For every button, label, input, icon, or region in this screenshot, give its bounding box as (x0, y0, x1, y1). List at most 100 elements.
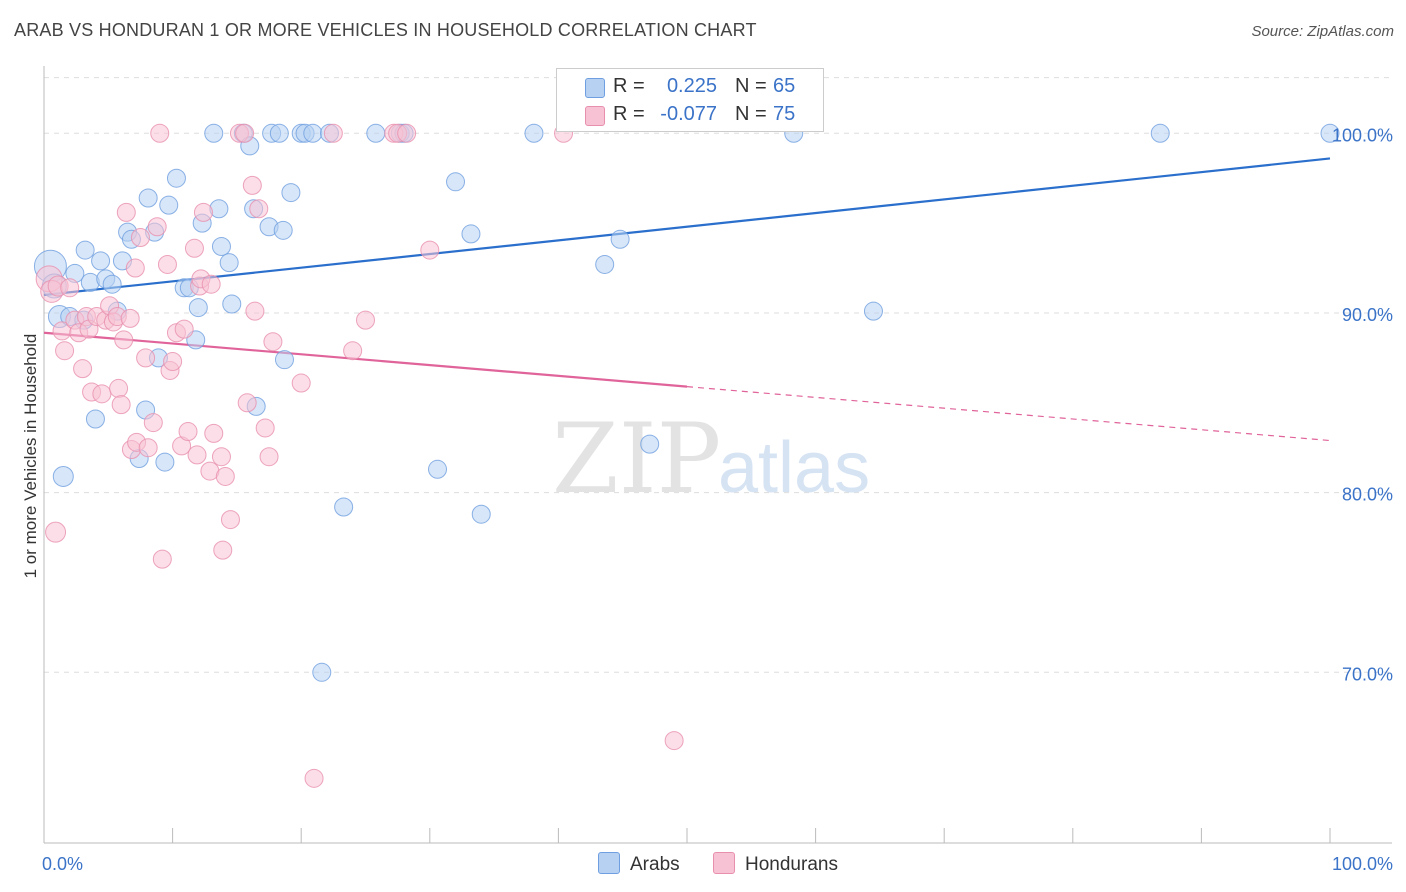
legend-n-value-arabs: 65 (773, 75, 796, 97)
legend-swatch-hondurans (585, 106, 605, 126)
data-point-honduran (125, 258, 145, 278)
data-point-honduran (92, 384, 112, 404)
data-point-honduran (187, 445, 207, 465)
legend-row-hondurans: R = -0.077 N = 75 (557, 101, 823, 129)
data-point-arab (80, 272, 100, 292)
data-point-arab (471, 504, 491, 524)
source-label: Source: ZipAtlas.com (1251, 23, 1394, 40)
legend-n-label: N = (735, 103, 767, 125)
data-point-honduran (263, 332, 283, 352)
trend-line-honduran (43, 331, 688, 388)
data-point-honduran (220, 510, 240, 530)
legend-r-label: R = (613, 75, 645, 97)
x-tick-label: 100.0% (1332, 854, 1393, 874)
legend-swatch-hondurans (713, 852, 735, 874)
points-layer (33, 123, 1340, 788)
trend-layer (43, 157, 1331, 442)
data-point-arab (303, 123, 323, 143)
legend-swatch-arabs (585, 78, 605, 98)
y-tick-label: 80.0% (1342, 485, 1393, 505)
data-point-arab (219, 253, 239, 273)
data-point-honduran (215, 466, 235, 486)
data-point-honduran (356, 310, 375, 330)
legend-label-arabs: Arabs (630, 854, 680, 875)
data-point-arab (91, 251, 111, 271)
watermark-atlas: atlas (718, 428, 870, 508)
data-point-honduran (136, 348, 156, 368)
data-point-arab (269, 123, 289, 143)
data-point-arab (863, 301, 883, 321)
data-point-honduran (249, 199, 269, 219)
data-point-honduran (323, 123, 343, 143)
data-point-arab (166, 168, 186, 188)
data-point-honduran (255, 418, 275, 438)
data-point-arab (428, 459, 448, 479)
data-point-arab (188, 298, 208, 318)
data-point-arab (281, 183, 301, 203)
data-point-arab (155, 452, 175, 472)
data-point-honduran (147, 217, 167, 237)
data-point-honduran (143, 413, 163, 433)
data-point-arab (640, 434, 660, 454)
legend-row-arabs: R = 0.225 N = 65 (557, 73, 823, 101)
data-point-arab (138, 188, 158, 208)
data-point-arab (446, 172, 466, 192)
data-point-honduran (291, 373, 311, 393)
legend-r-label: R = (613, 103, 645, 125)
data-point-honduran (201, 274, 221, 294)
legend-r-value-hondurans: -0.077 (660, 103, 717, 125)
data-point-arab (274, 350, 294, 370)
data-point-arab (159, 195, 179, 215)
data-point-honduran (152, 549, 172, 569)
data-point-honduran (60, 278, 80, 298)
data-point-arab (366, 123, 386, 143)
legend-item-hondurans[interactable]: Hondurans (713, 852, 838, 876)
data-point-honduran (420, 240, 440, 260)
data-point-honduran (245, 301, 265, 321)
data-point-honduran (157, 254, 177, 274)
data-point-honduran (150, 123, 170, 143)
data-point-arab (211, 236, 231, 256)
data-point-honduran (120, 308, 140, 328)
axis-layer (43, 66, 1392, 844)
trend-line-arab (43, 157, 1331, 297)
data-point-arab (595, 254, 615, 274)
data-point-honduran (242, 175, 262, 195)
data-point-honduran (397, 123, 417, 143)
data-point-arab (209, 199, 229, 219)
legend-item-arabs[interactable]: Arabs (598, 852, 680, 876)
data-point-arab (1150, 123, 1170, 143)
data-point-honduran (211, 447, 231, 467)
legend-n-value-hondurans: 75 (773, 103, 796, 125)
data-point-arab (75, 240, 95, 260)
data-point-arab (334, 497, 354, 517)
data-point-honduran (664, 731, 684, 751)
data-point-arab (461, 224, 481, 244)
data-point-honduran (184, 238, 204, 258)
legend-label-hondurans: Hondurans (745, 854, 838, 875)
data-point-arab (610, 229, 630, 249)
data-point-arab (85, 409, 105, 429)
data-point-arab (204, 123, 224, 143)
legend-r-value-arabs: 0.225 (666, 75, 717, 97)
label-layer: 100.0% 90.0% 80.0% 70.0% 0.0% 100.0% (42, 125, 1393, 874)
data-point-honduran (213, 540, 233, 560)
x-tick-label: 0.0% (42, 854, 83, 874)
data-point-honduran (45, 521, 67, 543)
data-point-arab (52, 465, 74, 487)
watermark-zip: ZIP (552, 403, 721, 515)
chart-title: ARAB VS HONDURAN 1 OR MORE VEHICLES IN H… (14, 20, 757, 40)
data-point-honduran (343, 341, 363, 361)
legend-swatch-arabs (598, 852, 620, 874)
y-tick-label: 90.0% (1342, 305, 1393, 325)
grid-layer (44, 77, 1392, 673)
data-point-honduran (237, 393, 257, 413)
trend-line-extension-honduran (686, 386, 1331, 442)
data-point-honduran (304, 768, 324, 788)
data-point-arab (1320, 123, 1340, 143)
data-point-honduran (55, 341, 75, 361)
data-point-honduran (109, 378, 129, 398)
y-tick-label: 70.0% (1342, 664, 1393, 684)
data-point-arab (312, 662, 332, 682)
